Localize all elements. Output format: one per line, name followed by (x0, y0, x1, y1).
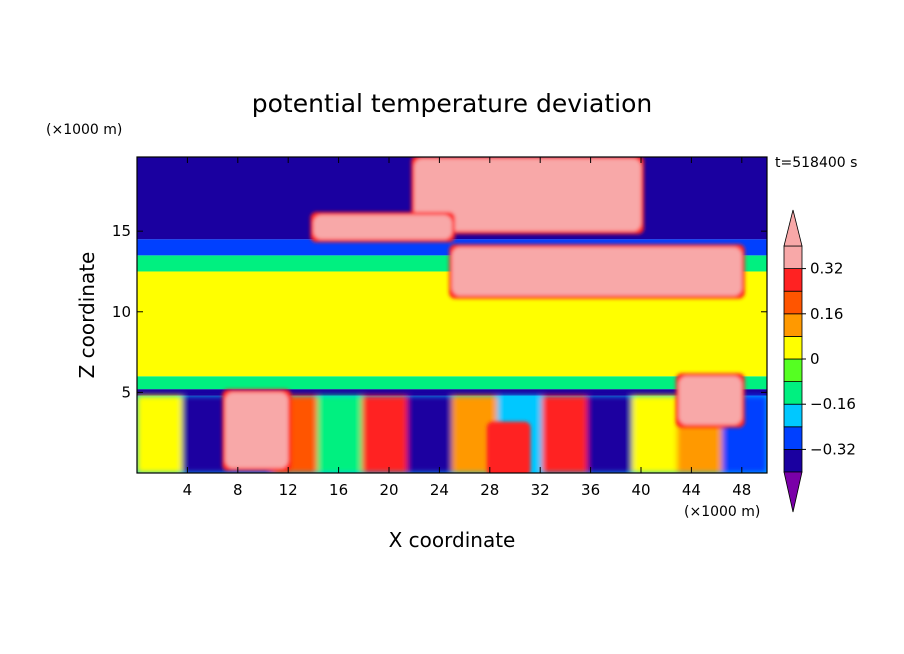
chart-title: potential temperature deviation (252, 89, 652, 118)
x-tick-label: 24 (430, 481, 449, 499)
x-tick-label: 12 (279, 481, 298, 499)
band-1 (137, 389, 767, 396)
boundary-cell (632, 395, 677, 473)
colorbar-segment (783, 313, 803, 337)
colorbar-tick-label: 0 (810, 350, 820, 368)
plot-frame (136, 156, 768, 474)
contour-patches (222, 157, 745, 473)
patch-2 (452, 247, 742, 296)
colorbar-segment (783, 448, 803, 473)
x-tick-label: 32 (531, 481, 550, 499)
x-tick-label: 40 (631, 481, 650, 499)
colorbar: −0.32 −0.16 0 0.16 0.32 (783, 209, 856, 513)
colorbar-segment (783, 290, 803, 315)
boundary-cell (317, 395, 362, 473)
y-axis-label: Z coordinate (75, 252, 99, 379)
boundary-cell (407, 395, 452, 473)
x-tick-label: 36 (581, 481, 600, 499)
colorbar-tick-label: 0.32 (810, 260, 843, 278)
colorbar-extend-bottom (783, 471, 803, 513)
patch-0 (225, 392, 289, 469)
boundary-cell (587, 395, 632, 473)
colorbar-segment (783, 268, 803, 292)
contour-field (137, 157, 767, 473)
y-tick-label: 5 (121, 383, 131, 401)
colorbar-segment (783, 335, 803, 360)
x-tick-label: 8 (233, 481, 243, 499)
y-axis-ticks: 5 10 15 (112, 222, 767, 401)
y-tick-label: 10 (112, 303, 131, 321)
patch-1 (414, 158, 641, 232)
colorbar-extend-top (783, 209, 803, 247)
boundary-cell (542, 395, 587, 473)
x-tick-label: 4 (183, 481, 193, 499)
colorbar-segment (783, 403, 803, 428)
x-tick-label: 28 (480, 481, 499, 499)
patch-5 (489, 424, 528, 473)
boundary-cell (362, 395, 407, 473)
patch-3 (678, 376, 742, 425)
colorbar-segment (783, 381, 803, 405)
x-axis-ticks: 4 8 12 16 20 24 28 32 36 40 44 48 (183, 157, 751, 499)
x-tick-label: 16 (329, 481, 348, 499)
band-2 (137, 376, 767, 390)
colorbar-tick-label: −0.32 (810, 440, 856, 458)
boundary-cell (182, 395, 227, 473)
colorbar-segment (783, 426, 803, 450)
colorbar-tick-label: −0.16 (810, 395, 856, 413)
boundary-cell (137, 395, 182, 473)
y-unit-label: (×1000 m) (46, 122, 122, 138)
y-tick-label: 15 (112, 222, 131, 240)
colorbar-segment (783, 358, 803, 383)
x-axis-label: X coordinate (389, 528, 516, 552)
time-label: t=518400 s (775, 155, 857, 171)
x-tick-label: 44 (682, 481, 701, 499)
patch-4 (313, 215, 452, 240)
colorbar-segment (783, 245, 803, 270)
x-unit-label: (×1000 m) (684, 504, 760, 520)
colorbar-tick-label: 0.16 (810, 305, 843, 323)
x-tick-label: 20 (379, 481, 398, 499)
x-tick-label: 48 (732, 481, 751, 499)
